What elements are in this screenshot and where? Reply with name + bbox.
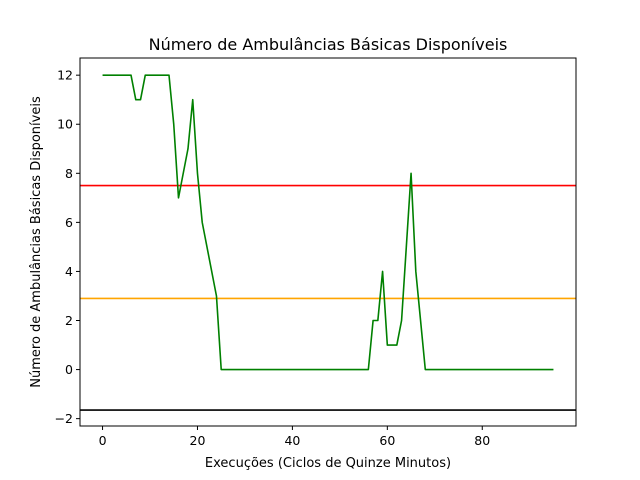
y-tick-label: 0 — [65, 362, 73, 377]
axes-frame — [79, 57, 577, 427]
y-tick-label: 8 — [65, 166, 73, 181]
y-tick-label: 10 — [57, 117, 73, 132]
x-axis-ticks: 0 20 40 60 80 — [99, 426, 490, 448]
x-tick-label: 40 — [284, 433, 300, 448]
plot-area — [80, 74, 576, 411]
series-line-1 — [102, 74, 554, 371]
y-tick-label: 2 — [65, 313, 73, 328]
y-axis-label: Número de Ambulâncias Básicas Disponívei… — [29, 96, 44, 388]
y-axis-ticks: −2 0 2 4 6 8 10 12 — [55, 68, 80, 426]
chart-title: Número de Ambulâncias Básicas Disponívei… — [149, 35, 508, 54]
y-tick-label: 12 — [57, 68, 73, 83]
x-tick-label: 60 — [379, 433, 395, 448]
x-tick-label: 20 — [190, 433, 206, 448]
y-tick-label: 6 — [65, 215, 73, 230]
x-tick-label: 0 — [99, 433, 107, 448]
y-tick-label: −2 — [55, 411, 73, 426]
y-tick-label: 4 — [65, 264, 73, 279]
x-tick-label: 80 — [474, 433, 490, 448]
x-axis-label: Execuções (Ciclos de Quinze Minutos) — [205, 456, 451, 471]
